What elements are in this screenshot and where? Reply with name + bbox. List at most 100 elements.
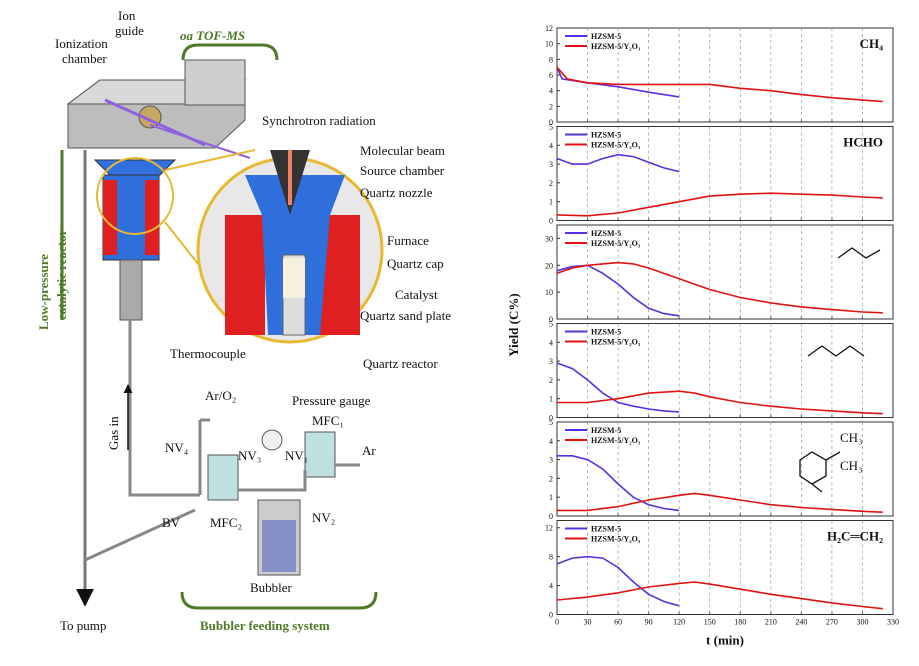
legend-label: HZSM-5/Y₂O₃ xyxy=(591,338,641,347)
y-tick-label: 0 xyxy=(549,217,553,226)
molecule-icon xyxy=(807,345,865,357)
plot-frame xyxy=(556,520,894,615)
x-tick-label: 60 xyxy=(614,618,622,627)
y-tick-label: 0 xyxy=(549,611,553,620)
y-tick-label: 10 xyxy=(545,40,553,49)
series-line xyxy=(556,153,680,173)
x-tick-label: 120 xyxy=(673,618,685,627)
plot-frame xyxy=(556,323,894,418)
y-tick-label: 2 xyxy=(549,102,553,111)
label: MFC₂ xyxy=(210,515,242,530)
label: catalytic reactor xyxy=(54,229,69,320)
apparatus-diagram: Ionization chamber Ion guide oa TOF-MS S… xyxy=(36,8,451,633)
plot-frame xyxy=(556,421,894,517)
legend-label: HZSM-5 xyxy=(591,426,621,435)
y-tick-label: 12 xyxy=(545,524,553,533)
y-tick-label: 4 xyxy=(549,141,553,150)
series-line xyxy=(556,264,680,317)
y-tick-label: 30 xyxy=(545,234,553,243)
y-tick-label: 12 xyxy=(545,24,553,33)
label: Low-pressure xyxy=(36,254,51,330)
y-tick-label: 4 xyxy=(549,582,553,591)
annotation: CH₃ xyxy=(840,430,863,445)
y-tick-label: 1 xyxy=(549,493,553,502)
molecule-icon xyxy=(799,451,841,493)
legend-label: HZSM-5 xyxy=(591,131,621,140)
label: To pump xyxy=(60,618,106,633)
label: Ion xyxy=(118,8,136,23)
y-tick-label: 20 xyxy=(545,261,553,270)
legend-label: HZSM-5/Y₂O₃ xyxy=(591,239,641,248)
label: Pressure gauge xyxy=(292,393,371,408)
y-tick-label: 5 xyxy=(549,320,553,329)
x-tick-label: 90 xyxy=(645,618,653,627)
label: Ar xyxy=(362,443,376,458)
y-tick-label: 4 xyxy=(549,87,553,96)
y-tick-label: 10 xyxy=(545,288,553,297)
x-tick-label: 300 xyxy=(856,618,868,627)
y-axis-label: Yield (C%) xyxy=(506,293,521,356)
legend-label: HZSM-5/Y₂O₃ xyxy=(591,141,641,150)
series-line xyxy=(556,66,680,98)
y-tick-label: 0 xyxy=(549,315,553,324)
label: MFC₁ xyxy=(312,413,344,428)
x-tick-label: 0 xyxy=(555,618,559,627)
label: Bubbler feeding system xyxy=(200,618,330,633)
legend-label: HZSM-5 xyxy=(591,328,621,337)
plot-frame xyxy=(556,126,894,221)
label: Ar/O₂ xyxy=(205,388,236,403)
y-tick-label: 2 xyxy=(549,474,553,483)
label: NV₂ xyxy=(312,510,335,525)
y-tick-label: 3 xyxy=(549,160,553,169)
molecule-icon xyxy=(837,247,881,259)
legend-label: HZSM-5 xyxy=(591,229,621,238)
y-tick-label: 0 xyxy=(549,414,553,423)
label: guide xyxy=(115,23,144,38)
legend-label: HZSM-5/Y₂O₃ xyxy=(591,42,641,51)
label: Molecular beam xyxy=(360,143,445,158)
x-tick-label: 270 xyxy=(826,618,838,627)
label: oa TOF-MS xyxy=(180,28,245,43)
y-tick-label: 8 xyxy=(549,553,553,562)
x-tick-label: 150 xyxy=(704,618,716,627)
annotation: CH₃ xyxy=(840,458,863,473)
y-tick-label: 4 xyxy=(549,338,553,347)
label: Quartz reactor xyxy=(363,356,438,371)
y-tick-label: 4 xyxy=(549,437,553,446)
label: chamber xyxy=(62,51,107,66)
legend-label: HZSM-5/Y₂O₃ xyxy=(591,535,641,544)
y-tick-label: 0 xyxy=(549,118,553,127)
x-tick-label: 180 xyxy=(734,618,746,627)
x-tick-label: 30 xyxy=(584,618,592,627)
panel-title: H₂C═CH₂ xyxy=(827,529,883,544)
y-tick-label: 5 xyxy=(549,418,553,427)
y-tick-label: 1 xyxy=(549,198,553,207)
label: NV₃ xyxy=(238,448,261,463)
series-line xyxy=(557,390,883,415)
y-tick-label: 3 xyxy=(549,357,553,366)
series-line xyxy=(557,492,883,513)
label: Gas in xyxy=(106,416,121,450)
series-line xyxy=(556,66,883,103)
x-axis-label: t (min) xyxy=(706,633,744,648)
x-tick-label: 240 xyxy=(795,618,807,627)
legend-label: HZSM-5/Y₂O₃ xyxy=(591,436,641,445)
legend-label: HZSM-5 xyxy=(591,32,621,41)
x-tick-label: 210 xyxy=(765,618,777,627)
y-tick-label: 2 xyxy=(549,179,553,188)
label: Bubbler xyxy=(250,580,293,595)
y-tick-label: 1 xyxy=(549,395,553,404)
y-tick-label: 6 xyxy=(549,71,553,80)
label: BV xyxy=(162,515,181,530)
label: Furnace xyxy=(387,233,429,248)
series-line xyxy=(556,261,883,314)
label: Catalyst xyxy=(395,287,438,302)
label: NV₁ xyxy=(285,448,308,463)
label: Ionization xyxy=(55,36,108,51)
y-tick-label: 3 xyxy=(549,456,553,465)
series-line xyxy=(556,581,883,610)
y-tick-label: 5 xyxy=(549,123,553,132)
y-tick-label: 8 xyxy=(549,55,553,64)
label: Quartz sand plate xyxy=(360,308,451,323)
